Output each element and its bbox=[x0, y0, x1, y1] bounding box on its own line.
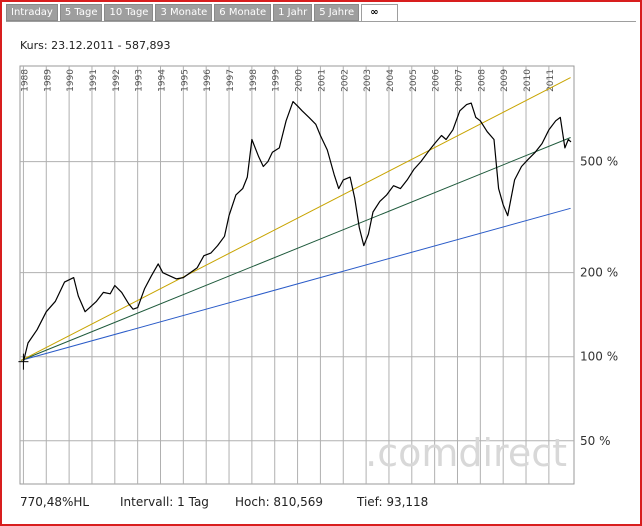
tab-6-monate[interactable]: 6 Monate bbox=[214, 4, 272, 21]
year-tick-label: 1999 bbox=[272, 69, 282, 92]
year-tick-label: 1988 bbox=[20, 69, 30, 92]
year-tick-label: 1991 bbox=[89, 69, 99, 92]
tab-intraday[interactable]: Intraday bbox=[6, 4, 58, 21]
year-tick-label: 1989 bbox=[43, 69, 53, 92]
tab-5-tage[interactable]: 5 Tage bbox=[59, 4, 103, 21]
tab-underline bbox=[6, 21, 636, 22]
year-tick-label: 2011 bbox=[546, 69, 556, 92]
comdirect-watermark: .comdirect bbox=[365, 431, 567, 475]
plot-area bbox=[19, 65, 575, 485]
high-label: Hoch: 810,569 bbox=[235, 495, 324, 509]
year-tick-label: 1992 bbox=[112, 69, 122, 92]
tab-1-jahr[interactable]: 1 Jahr bbox=[273, 4, 313, 21]
year-tick-label: 2001 bbox=[317, 69, 327, 92]
year-tick-label: 2003 bbox=[363, 69, 373, 92]
year-tick-label: 2010 bbox=[523, 69, 533, 92]
lower-trend-line bbox=[20, 207, 571, 361]
interval-label: Intervall: 1 Tag bbox=[120, 495, 209, 509]
year-tick-label: 1995 bbox=[180, 69, 190, 92]
year-tick-label: 2009 bbox=[500, 69, 510, 92]
year-tick-label: 2002 bbox=[340, 69, 350, 92]
year-tick-label: 1990 bbox=[66, 69, 76, 92]
tab-5-jahre[interactable]: 5 Jahre bbox=[314, 4, 360, 21]
performance-label: 770,48%HL bbox=[20, 495, 90, 509]
year-tick-label: 2007 bbox=[454, 69, 464, 92]
year-tick-label: 2006 bbox=[432, 69, 442, 92]
middle-trend-line bbox=[20, 137, 571, 361]
quote-line: Kurs: 23.12.2011 - 587,893 bbox=[20, 39, 171, 52]
value-tick-label: 500 % bbox=[580, 155, 618, 169]
upper-trend-line bbox=[20, 77, 571, 361]
year-tick-label: 1993 bbox=[135, 69, 145, 92]
year-tick-label: 1994 bbox=[157, 69, 167, 92]
year-tick-label: 2005 bbox=[409, 69, 419, 92]
timeframe-tabs: Intraday 5 Tage 10 Tage 3 Monate 6 Monat… bbox=[6, 4, 400, 22]
tab-10-tage[interactable]: 10 Tage bbox=[104, 4, 154, 21]
value-tick-label: 50 % bbox=[580, 434, 611, 448]
tab-3-monate[interactable]: 3 Monate bbox=[155, 4, 213, 21]
price-line bbox=[22, 100, 572, 362]
value-tick-label: 200 % bbox=[580, 266, 618, 280]
value-tick-label: 100 % bbox=[580, 350, 618, 364]
year-tick-label: 2008 bbox=[477, 69, 487, 92]
year-tick-label: 1998 bbox=[249, 69, 259, 92]
low-label: Tief: 93,118 bbox=[357, 495, 429, 509]
year-tick-label: 1996 bbox=[203, 69, 213, 92]
year-tick-label: 2004 bbox=[386, 69, 396, 92]
year-tick-label: 2000 bbox=[295, 69, 305, 92]
year-tick-label: 1997 bbox=[226, 69, 236, 92]
